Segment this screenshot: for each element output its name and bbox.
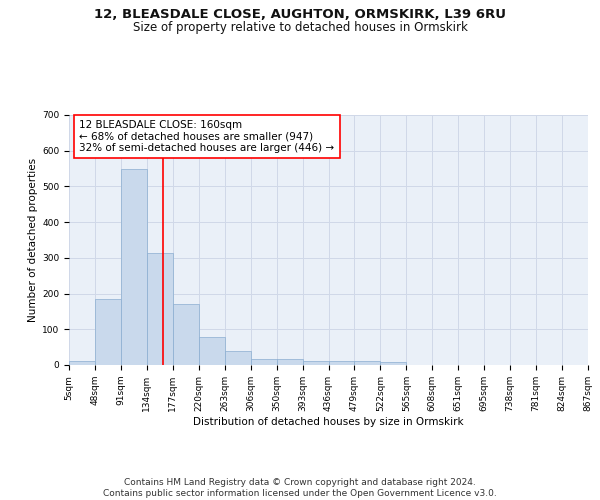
Bar: [277, 359, 302, 365]
Bar: [302, 360, 329, 365]
Bar: [199, 337, 224, 365]
Bar: [225, 350, 251, 365]
Bar: [121, 170, 147, 365]
Bar: [95, 299, 121, 365]
Bar: [251, 359, 277, 365]
Text: 12, BLEASDALE CLOSE, AUGHTON, ORMSKIRK, L39 6RU: 12, BLEASDALE CLOSE, AUGHTON, ORMSKIRK, …: [94, 8, 506, 20]
Bar: [380, 362, 406, 365]
Bar: [147, 252, 173, 365]
Bar: [173, 304, 199, 365]
Text: Contains HM Land Registry data © Crown copyright and database right 2024.
Contai: Contains HM Land Registry data © Crown c…: [103, 478, 497, 498]
Text: 12 BLEASDALE CLOSE: 160sqm
← 68% of detached houses are smaller (947)
32% of sem: 12 BLEASDALE CLOSE: 160sqm ← 68% of deta…: [79, 120, 335, 153]
Text: Size of property relative to detached houses in Ormskirk: Size of property relative to detached ho…: [133, 21, 467, 34]
X-axis label: Distribution of detached houses by size in Ormskirk: Distribution of detached houses by size …: [193, 416, 464, 426]
Y-axis label: Number of detached properties: Number of detached properties: [28, 158, 38, 322]
Bar: [355, 360, 380, 365]
Bar: [69, 362, 95, 365]
Bar: [329, 360, 355, 365]
